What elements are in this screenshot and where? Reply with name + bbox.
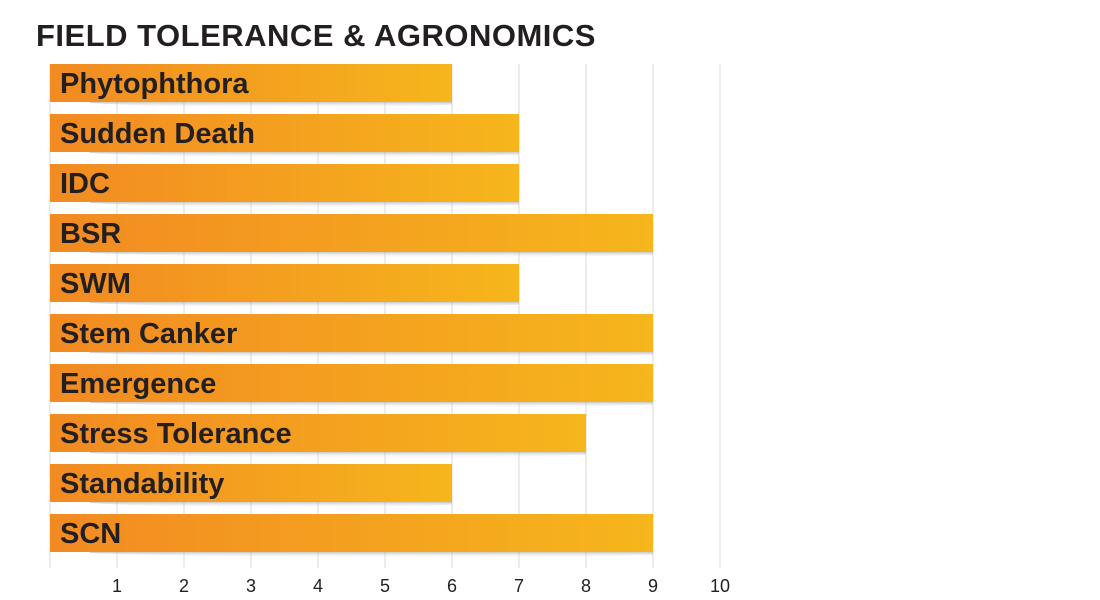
bars bbox=[50, 64, 653, 552]
bar-label: Standability bbox=[60, 468, 224, 500]
bar bbox=[50, 364, 653, 402]
bar-shadow bbox=[90, 302, 519, 309]
bar-shadow bbox=[90, 152, 519, 159]
bar bbox=[50, 214, 653, 252]
bar bbox=[50, 514, 653, 552]
bar-shadow bbox=[90, 502, 452, 509]
bar-label: Sudden Death bbox=[60, 118, 255, 150]
bar-labels: Phytophthora Sudden Death IDC BSR SWM Stem Ca… bbox=[60, 68, 292, 550]
bar bbox=[50, 314, 653, 352]
x-tick-label: 10 bbox=[710, 576, 730, 596]
bar-label: BSR bbox=[60, 218, 121, 250]
bar-shadow bbox=[90, 352, 653, 359]
bar-label: Phytophthora bbox=[60, 68, 249, 100]
bar bbox=[50, 264, 519, 302]
bar-label: Stem Canker bbox=[60, 318, 237, 350]
bar-label: IDC bbox=[60, 168, 110, 200]
chart-title: FIELD TOLERANCE & AGRONOMICS bbox=[36, 18, 596, 53]
bar-shadows bbox=[90, 102, 653, 559]
bar-shadow bbox=[90, 102, 452, 109]
x-axis: 1 2 3 4 5 6 7 8 9 10 bbox=[112, 576, 730, 596]
x-tick-label: 2 bbox=[179, 576, 189, 596]
x-tick-label: 6 bbox=[447, 576, 457, 596]
bar-shadow bbox=[90, 402, 653, 409]
bar-shadow bbox=[90, 252, 653, 259]
bar bbox=[50, 114, 519, 152]
bar-shadow bbox=[90, 552, 653, 559]
bar-label: Stress Tolerance bbox=[60, 418, 292, 450]
bar bbox=[50, 464, 452, 502]
x-tick-label: 3 bbox=[246, 576, 256, 596]
bar bbox=[50, 164, 519, 202]
bar-label: SCN bbox=[60, 518, 121, 550]
bar-label: SWM bbox=[60, 268, 131, 300]
x-tick-label: 5 bbox=[380, 576, 390, 596]
x-tick-label: 8 bbox=[581, 576, 591, 596]
x-tick-label: 9 bbox=[648, 576, 658, 596]
x-tick-label: 1 bbox=[112, 576, 122, 596]
x-tick-label: 7 bbox=[514, 576, 524, 596]
bar-shadow bbox=[90, 452, 586, 459]
bar bbox=[50, 64, 452, 102]
bar bbox=[50, 414, 586, 452]
bar-shadow bbox=[90, 202, 519, 209]
bar-label: Emergence bbox=[60, 368, 216, 400]
x-tick-label: 4 bbox=[313, 576, 323, 596]
